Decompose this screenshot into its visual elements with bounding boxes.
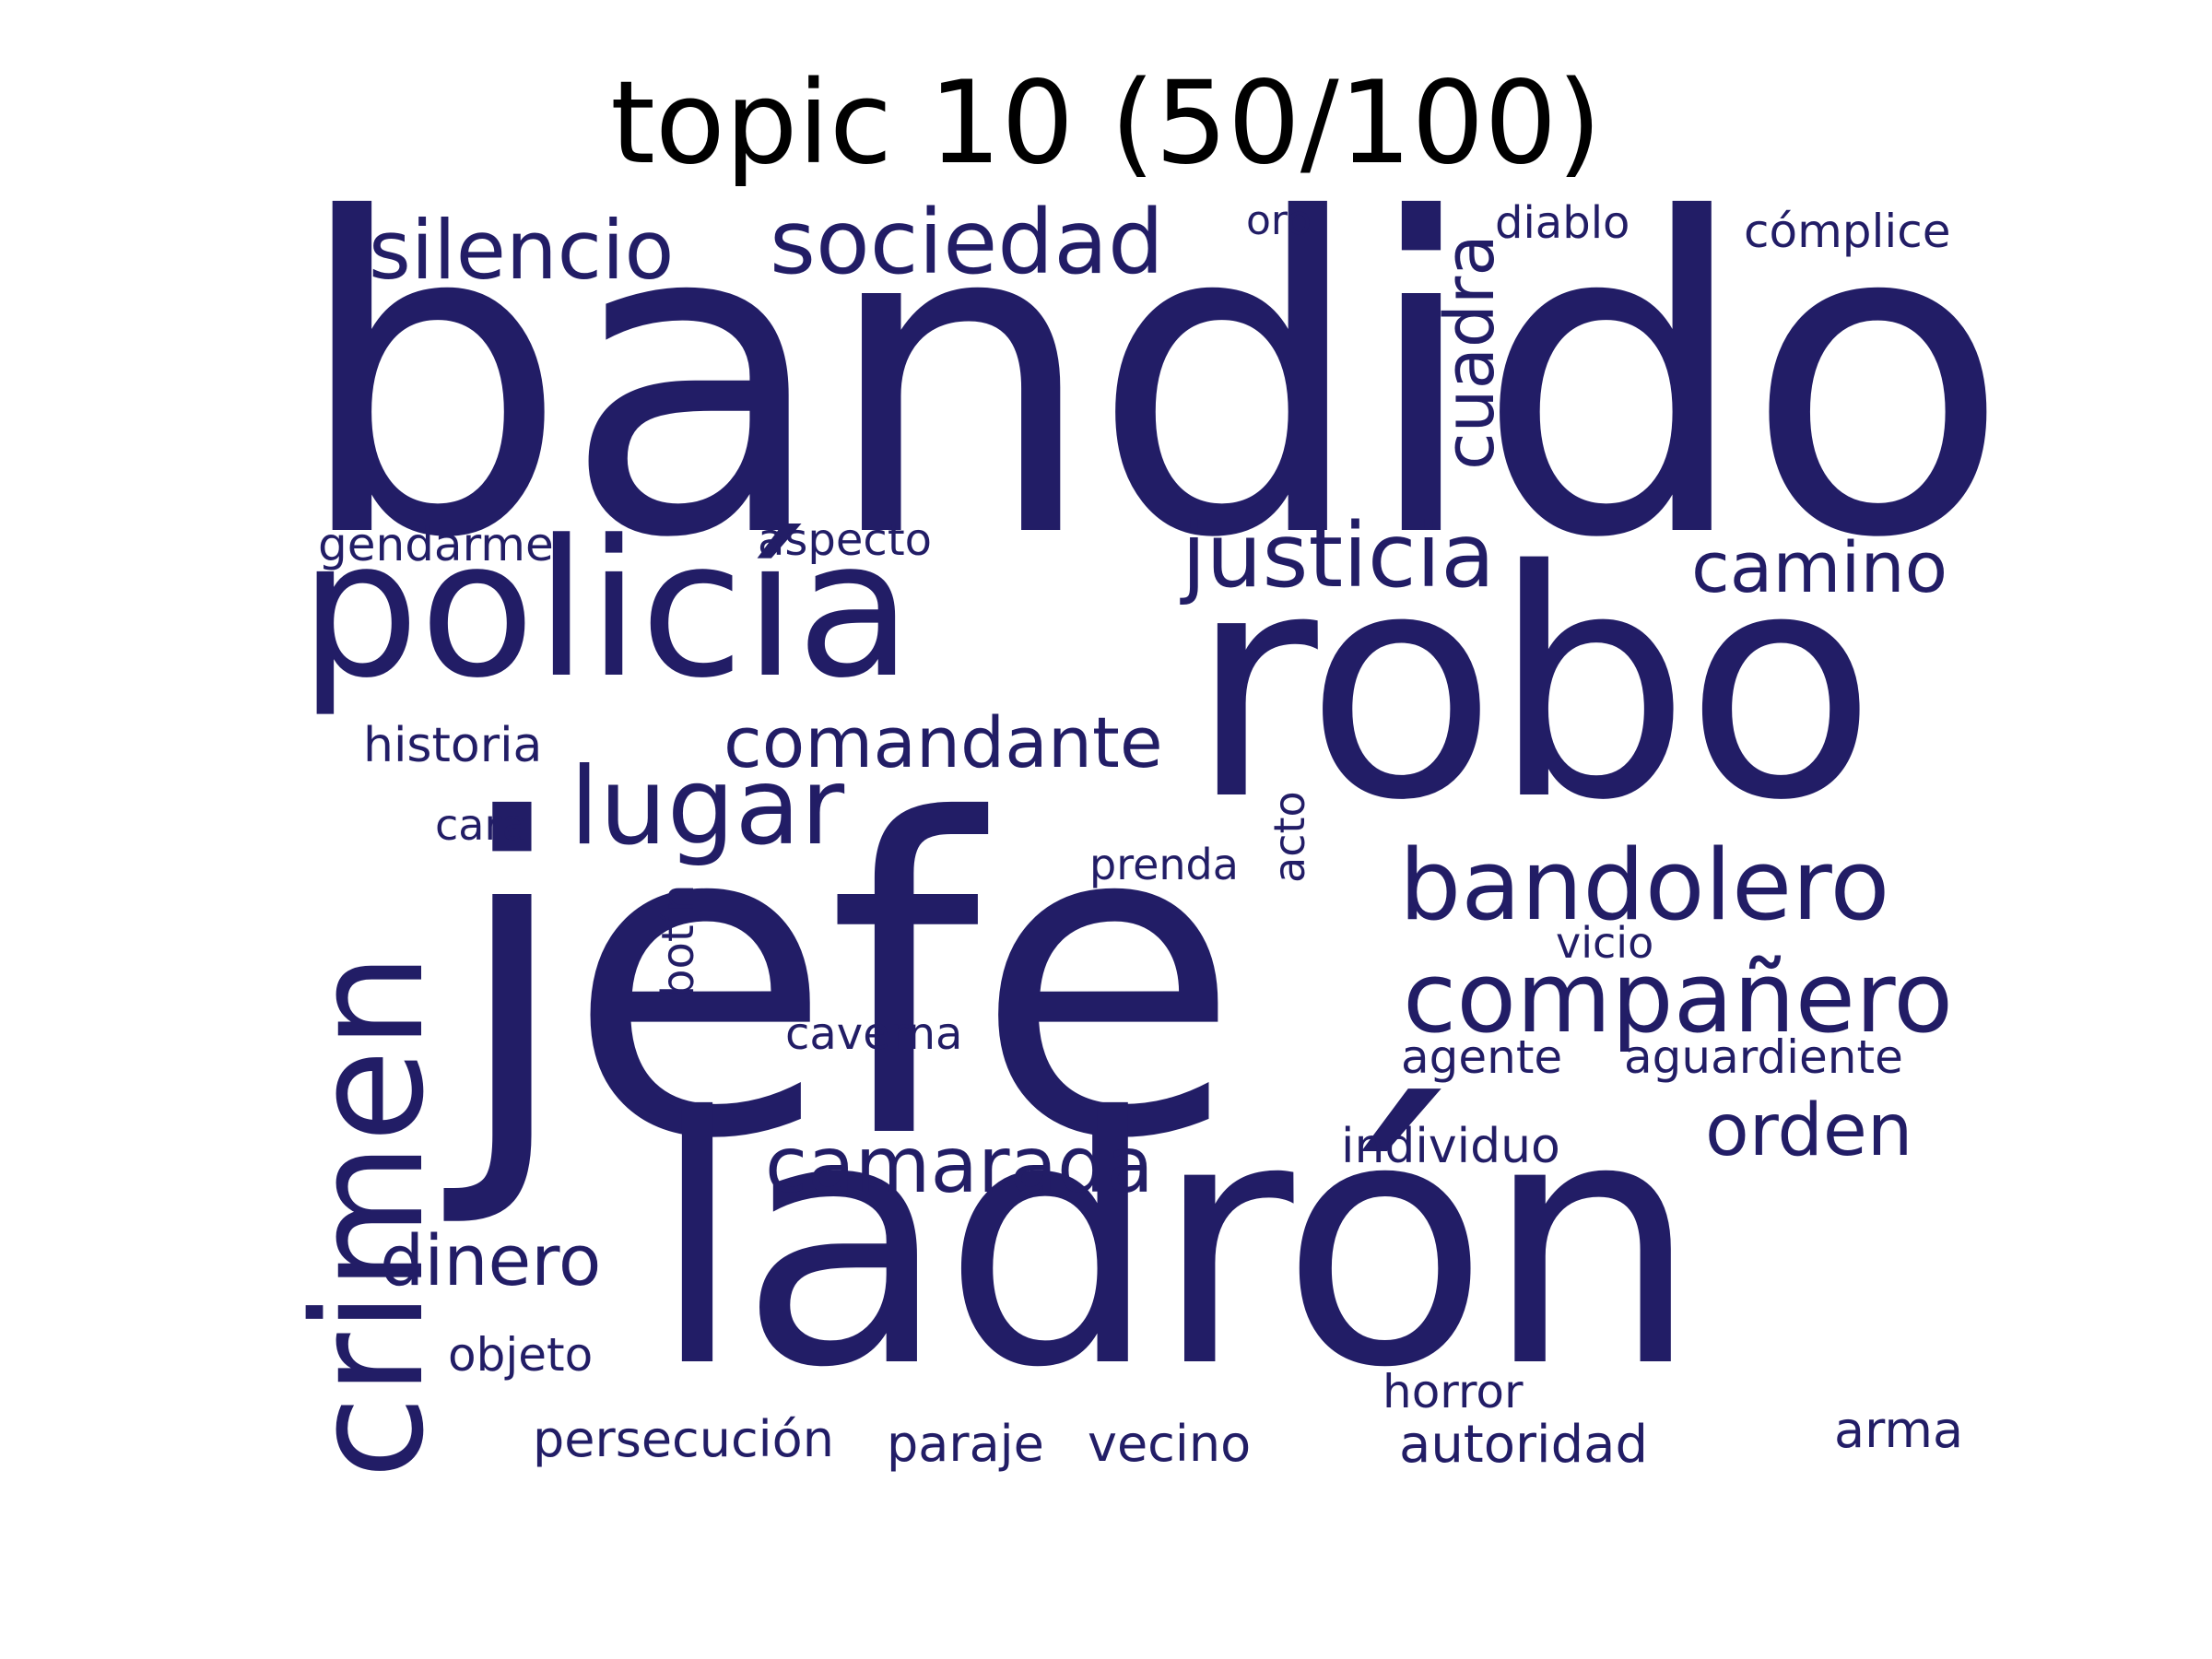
word-policia: policía bbox=[300, 500, 912, 720]
word-jefe: jefe bbox=[452, 729, 1241, 1233]
word-paraje: paraje bbox=[887, 1415, 1044, 1473]
word-dinero: dinero bbox=[380, 1219, 602, 1301]
word-companero: compañero bbox=[1403, 941, 1954, 1054]
word-botin: botín bbox=[653, 884, 704, 997]
word-horror: horror bbox=[1382, 1365, 1524, 1418]
word-lugar: lugar bbox=[570, 745, 845, 869]
word-arma: arma bbox=[1834, 1401, 1964, 1459]
word-vecino: vecino bbox=[1088, 1415, 1252, 1473]
word-historia: historia bbox=[363, 718, 543, 773]
word-autoridad: autoridad bbox=[1399, 1415, 1649, 1475]
word-comandante: comandante bbox=[724, 701, 1163, 783]
word-bandolero: bandolero bbox=[1399, 829, 1890, 942]
word-agente: agente bbox=[1401, 1030, 1563, 1084]
word-crimen: crimen bbox=[280, 952, 457, 1479]
word-gendarme: gendarme bbox=[318, 518, 554, 571]
word-diablo: diablo bbox=[1495, 197, 1630, 249]
word-prenda: prenda bbox=[1089, 840, 1239, 889]
word-camarada: camarada bbox=[765, 1120, 1154, 1210]
word-robo: robo bbox=[1189, 504, 1877, 869]
word-oro: oro bbox=[1246, 197, 1312, 244]
word-sociedad: sociedad bbox=[770, 191, 1164, 294]
word-cuadra: cuadra bbox=[1430, 234, 1510, 470]
word-camino: camino bbox=[1691, 526, 1948, 608]
chart-title: topic 10 (50/100) bbox=[610, 57, 1602, 190]
word-cara: cara bbox=[435, 800, 528, 850]
word-individuo: individuo bbox=[1341, 1119, 1560, 1174]
word-silencio: silencio bbox=[369, 203, 675, 298]
word-aguardiente: aguardiente bbox=[1624, 1030, 1903, 1084]
word-bandido: bandido bbox=[293, 128, 2010, 632]
word-orden: orden bbox=[1705, 1089, 1913, 1172]
word-complice: cómplice bbox=[1744, 205, 1951, 258]
word-persecucion: persecución bbox=[533, 1410, 834, 1468]
word-aspecto: aspecto bbox=[758, 514, 932, 566]
word-caverna: caverna bbox=[785, 1008, 963, 1060]
word-objeto: objeto bbox=[448, 1328, 594, 1382]
word-justicia: justicia bbox=[1182, 504, 1496, 607]
word-acto: acto bbox=[1265, 791, 1314, 883]
word-ladron: ladrón bbox=[650, 1046, 1700, 1442]
word-vicio: vicio bbox=[1556, 918, 1654, 968]
